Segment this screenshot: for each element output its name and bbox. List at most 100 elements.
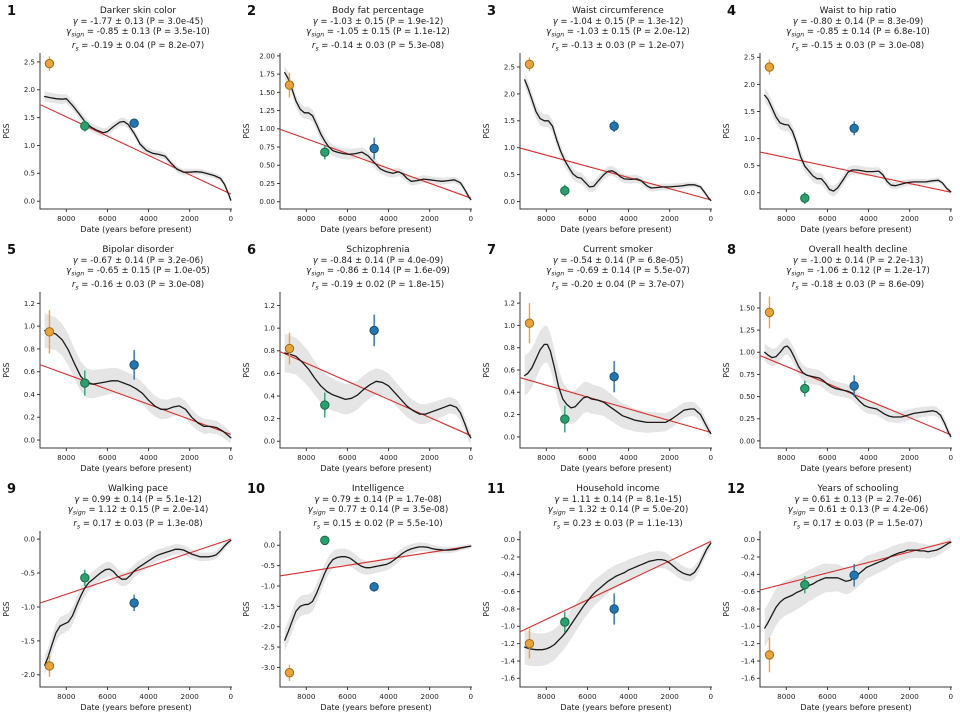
confidence-band <box>44 313 231 444</box>
stat-line-3: rs = -0.14 ± 0.03 (P = 5.3e-08) <box>311 41 445 53</box>
y-tick-label: -1.0 <box>741 623 755 631</box>
x-tick-label: 0 <box>948 692 953 701</box>
x-tick-label: 4000 <box>859 692 878 701</box>
pgs-curve <box>524 343 712 435</box>
y-tick-label: 0.0 <box>264 542 275 550</box>
axes-spines <box>39 53 232 210</box>
y-tick-label: 1.5 <box>504 117 515 125</box>
stat-line-2: γsign = 0.77 ± 0.14 (P = 3.5e-08) <box>307 505 449 517</box>
y-tick-label: -0.4 <box>741 571 755 579</box>
chart-2: 0.00 0.25 0.50 0.75 1.00 1.25 1.50 1.75 2.00 8000… <box>242 52 473 234</box>
y-tick-label: 0.0 <box>24 536 35 544</box>
trend-line <box>520 540 712 633</box>
stat-line-1: γ = 1.11 ± 0.14 (P = 8.1e-15) <box>554 494 682 505</box>
ancient-point-green <box>800 383 810 394</box>
panel-title: Years of schooling <box>817 484 899 494</box>
x-tick-label: 6000 <box>338 214 357 223</box>
confidence-band <box>524 325 711 440</box>
trend-line <box>40 538 231 604</box>
y-axis-label: PGS <box>2 362 11 377</box>
x-tick-label: 8000 <box>777 214 796 223</box>
ancient-point-blue <box>609 371 619 382</box>
stat-line-3: rs = 0.23 ± 0.03 (P = 1.1e-13) <box>553 519 683 531</box>
ancient-point-green <box>800 580 810 590</box>
stat-line-3: rs = 0.17 ± 0.03 (P = 1.3e-08) <box>73 519 203 531</box>
ancient-point-green <box>800 193 810 203</box>
stat-line-1: γ = -0.67 ± 0.14 (P = 3.2e-06) <box>72 255 204 266</box>
panel-1: 1 Darker skin color γ = -1.77 ± 0.13 (P = … <box>0 0 240 239</box>
stat-line-2: γsign = -1.03 ± 0.15 (P = 2.0e-12) <box>546 27 690 39</box>
y-tick-label: 0.6 <box>504 366 516 374</box>
stat-line-2: γsign = -0.85 ± 0.14 (P = 6.8e-10) <box>786 27 930 39</box>
y-tick-label: -2.5 <box>261 643 275 651</box>
chart-8: 0.00 0.25 0.50 0.75 1.00 1.25 1.50 8000 6000 4000… <box>722 292 953 473</box>
x-axis-label: Date (years before present) <box>320 703 431 712</box>
x-tick-label: 2000 <box>901 692 920 701</box>
pgs-curve <box>764 345 952 438</box>
x-tick-label: 0 <box>228 692 233 701</box>
y-tick-label: 0.25 <box>259 180 275 188</box>
stat-line-3: rs = -0.15 ± 0.03 (P = 3.0e-08) <box>791 41 925 53</box>
x-tick-label: 4000 <box>379 214 398 223</box>
chart-12: 0.0 -0.2 -0.4 -0.6 -0.8 -1.0 -1.2 -1.4 -1.6 8000 6… <box>722 531 953 712</box>
stat-line-2: γsign = 0.61 ± 0.13 (P = 4.2e-06) <box>787 505 929 517</box>
y-tick-label: 1.2 <box>24 300 35 308</box>
panel-title: Current smoker <box>583 245 653 255</box>
trend-line <box>280 351 471 437</box>
panel-number: 12 <box>727 482 746 497</box>
chart-10: 0.0 -0.5 -1.0 -1.5 -2.0 -2.5 -3.0 8000 6000 4000 2… <box>242 531 473 712</box>
panel-12: 12 Years of schooling γ = 0.61 ± 0.13 (P =… <box>720 478 960 717</box>
panel-number: 6 <box>247 243 257 258</box>
ancient-point-blue <box>849 570 859 580</box>
pgs-curve <box>44 330 232 439</box>
panel-number: 4 <box>727 4 737 19</box>
y-tick-label: 2.0 <box>504 90 515 98</box>
panel-7: 7 Current smoker γ = -0.54 ± 0.14 (P = 6.8… <box>480 239 720 478</box>
x-tick-label: 8000 <box>537 214 556 223</box>
panel-9: 9 Walking pace γ = 0.99 ± 0.14 (P = 5.1e-1… <box>0 478 240 717</box>
y-tick-label: -1.4 <box>741 657 755 665</box>
ancient-point-blue <box>609 121 619 131</box>
panel-header: Body fat percentage γ = -1.03 ± 0.15 (P =… <box>240 0 480 53</box>
y-tick-label: 0.75 <box>739 371 755 379</box>
x-axis-label: Date (years before present) <box>80 225 191 234</box>
x-tick-label: 0 <box>468 692 473 701</box>
y-axis-label: PGS <box>722 362 731 377</box>
y-tick-label: -2.0 <box>261 623 275 631</box>
x-tick-label: 4000 <box>619 453 638 462</box>
trend-line <box>520 377 711 433</box>
stat-line-1: γ = -0.84 ± 0.14 (P = 4.0e-09) <box>312 255 444 266</box>
panel-header: Years of schooling γ = 0.61 ± 0.13 (P = 2… <box>720 478 960 531</box>
panel-header: Bipolar disorder γ = -0.67 ± 0.14 (P = 3.… <box>0 239 240 292</box>
y-tick-label: 0.4 <box>24 391 36 399</box>
axes-spines <box>519 292 712 449</box>
ancient-point-blue <box>609 604 619 614</box>
panel-3: 3 Waist circumference γ = -1.04 ± 0.15 (P … <box>480 0 720 239</box>
ancient-point-blue <box>129 598 139 608</box>
panel-title: Body fat percentage <box>332 6 424 16</box>
pgs-curve <box>524 79 712 202</box>
y-tick-label: -0.2 <box>501 553 515 561</box>
y-axis-label: PGS <box>2 601 11 616</box>
chart-7: 0.0 0.2 0.4 0.6 0.8 1.0 1.2 8000 6000 4000 2000 0 Da… <box>482 292 713 473</box>
x-tick-label: 2000 <box>421 692 440 701</box>
x-axis-label: Date (years before present) <box>320 464 431 473</box>
y-tick-label: 0.4 <box>264 392 276 400</box>
y-tick-label: 0.0 <box>24 198 35 206</box>
y-axis-label: PGS <box>482 123 491 138</box>
confidence-band <box>284 66 471 203</box>
y-tick-label: 1.75 <box>259 71 275 79</box>
panel-11: 11 Household income γ = 1.11 ± 0.14 (P = 8… <box>480 478 720 717</box>
panel-title: Overall health decline <box>808 245 908 255</box>
y-tick-label: 0.6 <box>24 368 36 376</box>
panel-number: 1 <box>7 4 17 19</box>
ancient-point-blue <box>369 325 379 336</box>
stat-line-3: rs = 0.15 ± 0.02 (P = 5.5e-10) <box>313 519 443 531</box>
y-tick-label: -1.0 <box>501 623 515 631</box>
x-tick-label: 6000 <box>98 453 117 462</box>
trend-line <box>760 355 951 436</box>
ancient-point-green <box>80 573 90 583</box>
axes-spines <box>279 53 472 210</box>
x-axis-label: Date (years before present) <box>560 464 671 473</box>
y-tick-label: 2.5 <box>744 54 755 62</box>
